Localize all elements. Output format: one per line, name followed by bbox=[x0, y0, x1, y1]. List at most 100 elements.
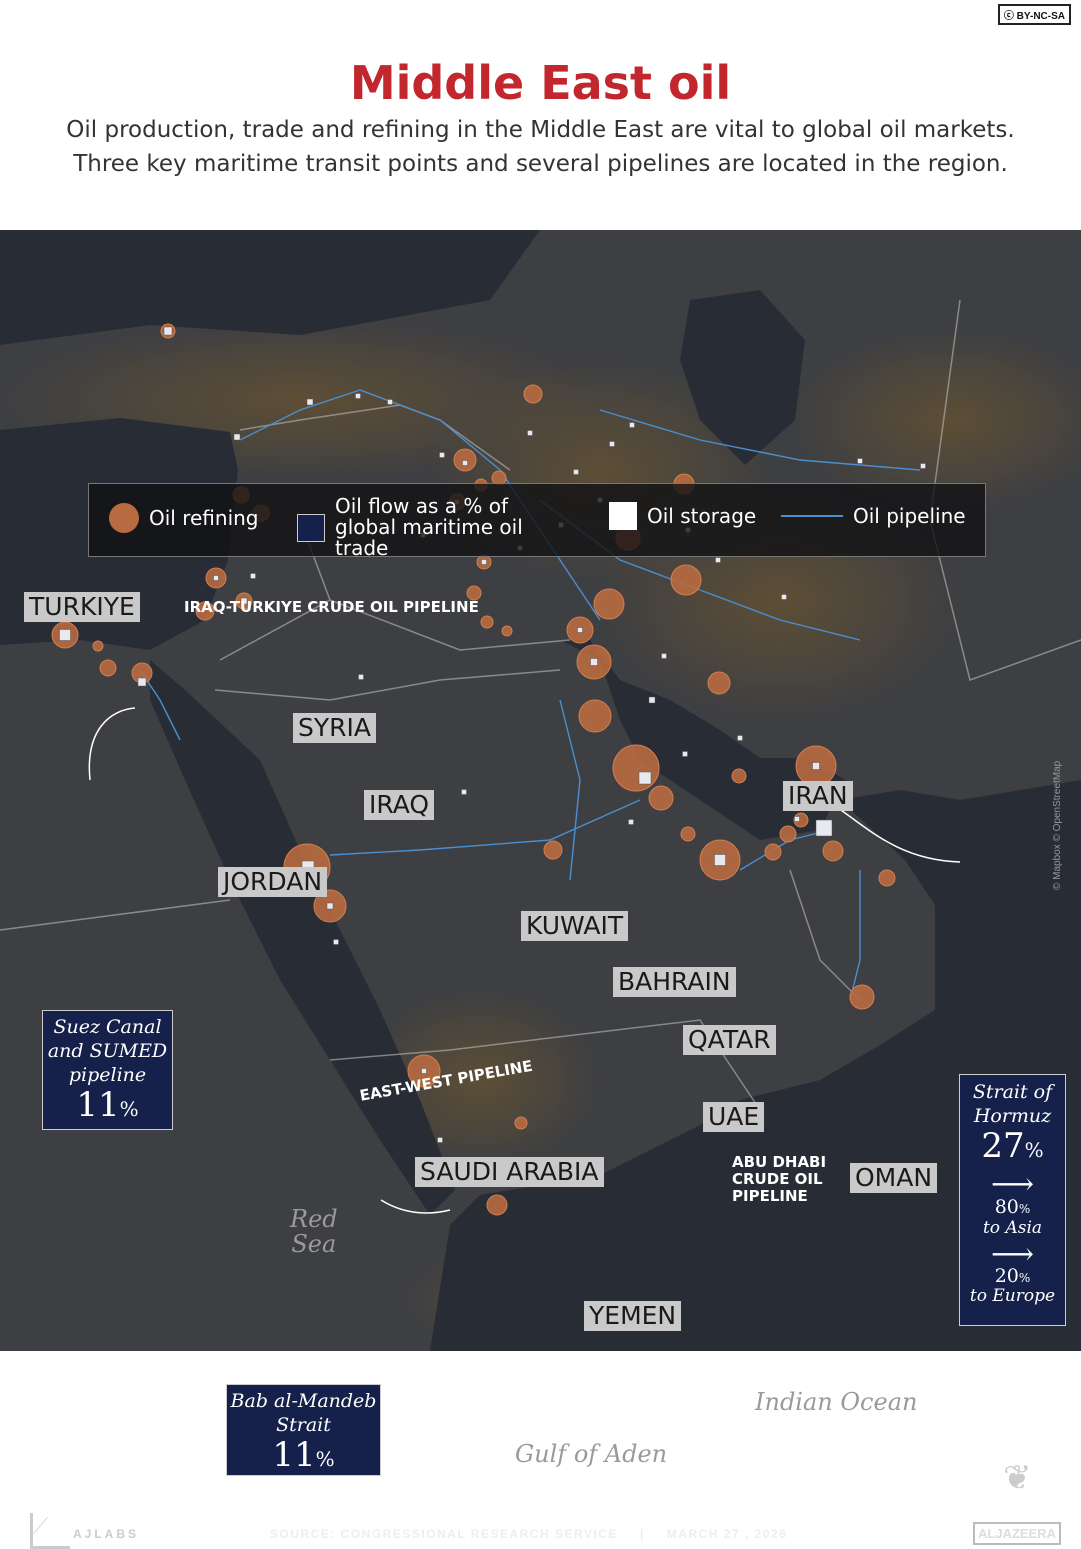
refinery-marker[interactable] bbox=[779, 825, 797, 843]
callout-suez[interactable]: Suez Canal and SUMED pipeline 11% bbox=[42, 1010, 173, 1130]
refinery-marker[interactable] bbox=[453, 448, 477, 472]
storage-marker[interactable] bbox=[326, 902, 334, 910]
storage-marker[interactable] bbox=[421, 1068, 427, 1074]
storage-marker[interactable] bbox=[577, 627, 583, 633]
storage-marker[interactable] bbox=[920, 463, 926, 469]
storage-marker[interactable] bbox=[333, 939, 339, 945]
date-text: MARCH 27 , 2026 bbox=[666, 1527, 788, 1541]
storage-marker[interactable] bbox=[648, 696, 656, 704]
storage-marker[interactable] bbox=[358, 674, 364, 680]
refinery-marker[interactable] bbox=[523, 384, 543, 404]
refinery-marker[interactable] bbox=[195, 601, 215, 621]
callout-bab-al-mandeb[interactable]: Bab al-Mandeb Strait 11% bbox=[226, 1384, 381, 1476]
hormuz-arrow-icon bbox=[837, 807, 961, 863]
storage-marker[interactable] bbox=[682, 751, 688, 757]
storage-marker[interactable] bbox=[213, 575, 219, 581]
refinery-marker[interactable] bbox=[764, 843, 782, 861]
storage-marker[interactable] bbox=[628, 819, 634, 825]
header: ⓒ BY-NC-SA Middle East oil Oil productio… bbox=[0, 0, 1081, 230]
storage-marker[interactable] bbox=[59, 629, 71, 641]
storage-marker[interactable] bbox=[661, 653, 667, 659]
pct-value: 80 bbox=[994, 1196, 1019, 1218]
storage-marker[interactable] bbox=[461, 789, 467, 795]
refinery-marker[interactable] bbox=[731, 768, 747, 784]
storage-marker[interactable] bbox=[857, 458, 863, 464]
storage-marker[interactable] bbox=[629, 422, 635, 428]
aljazeera-emblem-icon: ❦ bbox=[1003, 1459, 1032, 1497]
pipeline-label-iraq-turkiye: IRAQ-TURKIYE CRUDE OIL PIPELINE bbox=[184, 598, 479, 616]
storage-marker[interactable] bbox=[815, 819, 833, 837]
europe-label: to Europe bbox=[969, 1286, 1056, 1306]
refinery-marker[interactable] bbox=[514, 1116, 528, 1130]
pct-unit: % bbox=[315, 1447, 335, 1471]
storage-marker[interactable] bbox=[812, 762, 820, 770]
pipeline-label-abu-dhabi: ABU DHABI CRUDE OIL PIPELINE bbox=[732, 1154, 826, 1205]
refinery-marker[interactable] bbox=[878, 869, 896, 887]
legend-label: Oil storage bbox=[647, 504, 757, 528]
storage-marker[interactable] bbox=[737, 735, 743, 741]
country-label-uae: UAE bbox=[703, 1102, 765, 1132]
refinery-marker[interactable] bbox=[680, 826, 696, 842]
refinery-marker[interactable] bbox=[612, 744, 660, 792]
storage-marker[interactable] bbox=[355, 393, 361, 399]
storage-marker[interactable] bbox=[250, 573, 256, 579]
refinery-marker[interactable] bbox=[466, 585, 482, 601]
storage-marker[interactable] bbox=[387, 399, 393, 405]
legend-item-refining: Oil refining bbox=[109, 503, 259, 533]
map[interactable]: TURKIYE SYRIA IRAQ JORDAN KUWAIT BAHRAIN… bbox=[0, 230, 1081, 1549]
refinery-marker[interactable] bbox=[92, 640, 104, 652]
sea-label-red-sea: Red Sea bbox=[290, 1207, 338, 1257]
refinery-marker[interactable] bbox=[593, 588, 625, 620]
legend-item-flow: Oil flow as a % of global maritime oil t… bbox=[297, 496, 575, 559]
storage-marker[interactable] bbox=[462, 460, 468, 466]
callout-pct: 11% bbox=[227, 1437, 380, 1477]
refinery-marker[interactable] bbox=[707, 671, 731, 695]
storage-marker[interactable] bbox=[794, 816, 800, 822]
legend-label: Oil pipeline bbox=[853, 504, 966, 528]
legend-label: Oil refining bbox=[149, 506, 259, 530]
pipeline-line-icon bbox=[781, 515, 843, 517]
source-text: SOURCE: CONGRESSIONAL RESEARCH SERVICE bbox=[270, 1527, 618, 1541]
refinery-marker[interactable] bbox=[501, 625, 513, 637]
europe-share: 20% bbox=[994, 1265, 1031, 1287]
country-label-iraq: IRAQ bbox=[364, 790, 435, 820]
refinery-marker[interactable] bbox=[648, 785, 674, 811]
seas bbox=[0, 230, 1081, 1351]
refinery-marker[interactable] bbox=[849, 984, 875, 1010]
callout-pct: 11% bbox=[43, 1087, 172, 1127]
callout-name: pipeline bbox=[68, 1064, 147, 1086]
arrow-right-icon: ⟶ bbox=[990, 1237, 1034, 1272]
refinery-marker[interactable] bbox=[822, 840, 844, 862]
country-label-turkiye: TURKIYE bbox=[24, 592, 140, 622]
storage-marker[interactable] bbox=[233, 433, 241, 441]
storage-marker[interactable] bbox=[137, 677, 147, 687]
storage-marker[interactable] bbox=[715, 557, 721, 563]
suez-arrow-icon bbox=[88, 707, 136, 781]
flow-square-icon bbox=[297, 513, 325, 542]
country-label-yemen: YEMEN bbox=[584, 1301, 682, 1331]
storage-marker[interactable] bbox=[437, 1137, 443, 1143]
storage-marker[interactable] bbox=[609, 441, 615, 447]
refinery-marker[interactable] bbox=[486, 1194, 508, 1216]
storage-marker[interactable] bbox=[590, 658, 598, 666]
storage-marker[interactable] bbox=[714, 854, 726, 866]
storage-marker[interactable] bbox=[573, 469, 579, 475]
refinery-marker[interactable] bbox=[99, 659, 117, 677]
storage-marker[interactable] bbox=[638, 771, 652, 785]
refinery-marker[interactable] bbox=[670, 564, 702, 596]
storage-marker[interactable] bbox=[306, 398, 314, 406]
refinery-marker[interactable] bbox=[480, 615, 494, 629]
storage-marker[interactable] bbox=[527, 430, 533, 436]
storage-marker[interactable] bbox=[481, 559, 487, 565]
callout-hormuz[interactable]: Strait of Hormuz 27% ⟶ 80% to Asia ⟶ 20% … bbox=[959, 1074, 1066, 1326]
storage-marker[interactable] bbox=[781, 594, 787, 600]
refinery-marker[interactable] bbox=[543, 840, 563, 860]
legend-item-storage: Oil storage bbox=[609, 502, 756, 530]
refinery-marker[interactable] bbox=[578, 699, 612, 733]
storage-marker[interactable] bbox=[439, 452, 445, 458]
arrow-right-icon: ⟶ bbox=[990, 1167, 1034, 1202]
storage-marker[interactable] bbox=[163, 326, 173, 336]
country-label-bahrain: BAHRAIN bbox=[613, 967, 736, 997]
storage-marker[interactable] bbox=[240, 597, 248, 605]
license-badge[interactable]: ⓒ BY-NC-SA bbox=[997, 4, 1071, 25]
